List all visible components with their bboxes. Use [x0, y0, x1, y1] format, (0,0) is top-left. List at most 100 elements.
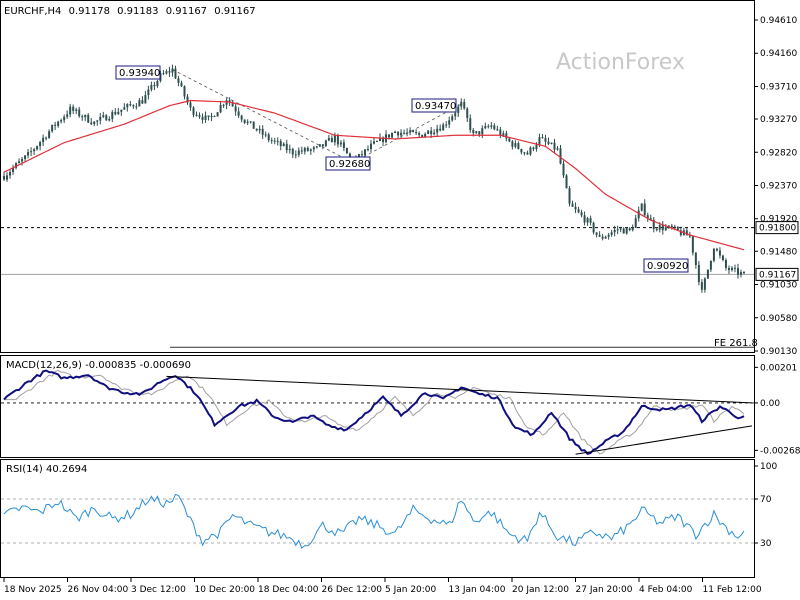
price-candle-body — [153, 85, 155, 86]
price-annotation: 0.93940 — [116, 66, 160, 79]
price-candle-body — [526, 153, 528, 155]
price-candle-body — [259, 129, 261, 130]
low-value: 0.91167 — [166, 6, 207, 17]
price-candle-body — [298, 151, 300, 155]
price-candle-body — [496, 129, 498, 130]
price-candle-body — [532, 148, 534, 150]
price-candle-body — [141, 100, 143, 103]
price-candle-body — [481, 128, 483, 134]
chart-header: EURCHF,H4 0.91178 0.91183 0.91167 0.9116… — [4, 6, 256, 17]
price-candle-body — [722, 256, 724, 260]
price-candle-body — [42, 138, 44, 142]
price-candle-body — [274, 141, 276, 142]
price-candle-body — [138, 100, 140, 106]
price-candle-body — [325, 140, 327, 146]
price-candle-body — [48, 131, 50, 138]
price-candle-body — [253, 121, 255, 128]
price-candle-body — [541, 137, 543, 138]
macd-main-line — [4, 371, 744, 454]
price-candle-body — [587, 218, 589, 222]
price-candle-body — [692, 236, 694, 252]
price-candle-body — [99, 117, 101, 121]
price-candle-body — [247, 122, 249, 123]
price-candle-body — [563, 164, 565, 176]
price-candle-body — [695, 253, 697, 265]
price-candle-body — [511, 141, 513, 146]
price-tick-label: 0.90130 — [760, 347, 797, 357]
price-candle-body — [487, 126, 489, 127]
price-candle-body — [439, 129, 441, 131]
price-candle-body — [250, 121, 252, 122]
price-candle-body — [196, 115, 198, 116]
price-candle-body — [734, 268, 736, 269]
price-candle-body — [566, 175, 568, 188]
symbol-label: EURCHF,H4 — [4, 6, 61, 17]
price-candle-body — [205, 116, 207, 120]
annotation-label: 0.92680 — [329, 159, 370, 170]
price-candle-body — [346, 148, 348, 154]
price-candle-body — [457, 106, 459, 113]
price-candle-body — [713, 249, 715, 261]
price-candle-body — [611, 232, 613, 235]
price-candle-body — [283, 144, 285, 146]
price-candle-body — [674, 227, 676, 228]
rsi-layer — [1, 494, 754, 548]
price-candle-body — [51, 125, 53, 131]
price-candle-body — [168, 71, 170, 72]
price-candle-body — [448, 120, 450, 124]
macd-tick-label: 0.00201 — [760, 363, 797, 373]
price-candle-body — [415, 132, 417, 133]
price-candle-body — [30, 151, 32, 152]
price-tick-label: 0.92820 — [760, 148, 797, 158]
price-tick-label: 0.91030 — [760, 281, 797, 291]
price-candle-body — [430, 131, 432, 135]
price-candle-body — [120, 110, 122, 112]
price-candle-body — [553, 143, 555, 150]
price-candle-body — [111, 112, 113, 119]
price-candle-body — [310, 149, 312, 151]
price-candle-body — [334, 135, 336, 142]
price-candle-body — [367, 149, 369, 150]
price-candle-body — [406, 133, 408, 134]
price-candle-body — [635, 218, 637, 228]
price-candle-body — [174, 69, 176, 79]
price-candle-body — [400, 133, 402, 136]
price-candle-body — [343, 142, 345, 147]
price-candle-body — [211, 116, 213, 117]
price-candle-body — [421, 135, 423, 137]
price-candle-body — [391, 133, 393, 138]
price-candle-body — [117, 112, 119, 114]
price-candle-body — [214, 116, 216, 117]
level-axis-label: 0.91167 — [759, 270, 796, 280]
price-candle-body — [740, 272, 742, 274]
rsi-tick-label: 30 — [760, 539, 772, 549]
price-candle-body — [514, 143, 516, 147]
price-candle-body — [547, 142, 549, 144]
price-candle-body — [370, 144, 372, 149]
price-candle-body — [238, 111, 240, 115]
price-tick-label: 0.91480 — [760, 247, 797, 257]
price-candle-body — [418, 133, 420, 135]
price-candle-body — [490, 125, 492, 126]
price-candle-body — [364, 150, 366, 156]
price-candle-body — [108, 119, 110, 120]
price-tick-label: 0.90580 — [760, 314, 797, 324]
price-candle-body — [129, 104, 131, 105]
rsi-line — [4, 494, 744, 548]
price-candle-body — [147, 90, 149, 96]
price-candle-body — [716, 249, 718, 251]
price-candle-body — [165, 71, 167, 73]
price-candle-body — [427, 131, 429, 134]
price-candle-body — [665, 227, 667, 230]
price-candle-body — [220, 105, 222, 112]
open-value: 0.91178 — [69, 6, 110, 17]
price-candle-body — [520, 149, 522, 152]
price-tick-label: 0.94610 — [760, 16, 797, 26]
price-candle-body — [223, 105, 225, 106]
price-candle-body — [394, 132, 396, 133]
price-candle-body — [572, 204, 574, 207]
price-candle-body — [126, 104, 128, 107]
price-candle-body — [599, 235, 601, 237]
price-candle-body — [162, 73, 164, 74]
